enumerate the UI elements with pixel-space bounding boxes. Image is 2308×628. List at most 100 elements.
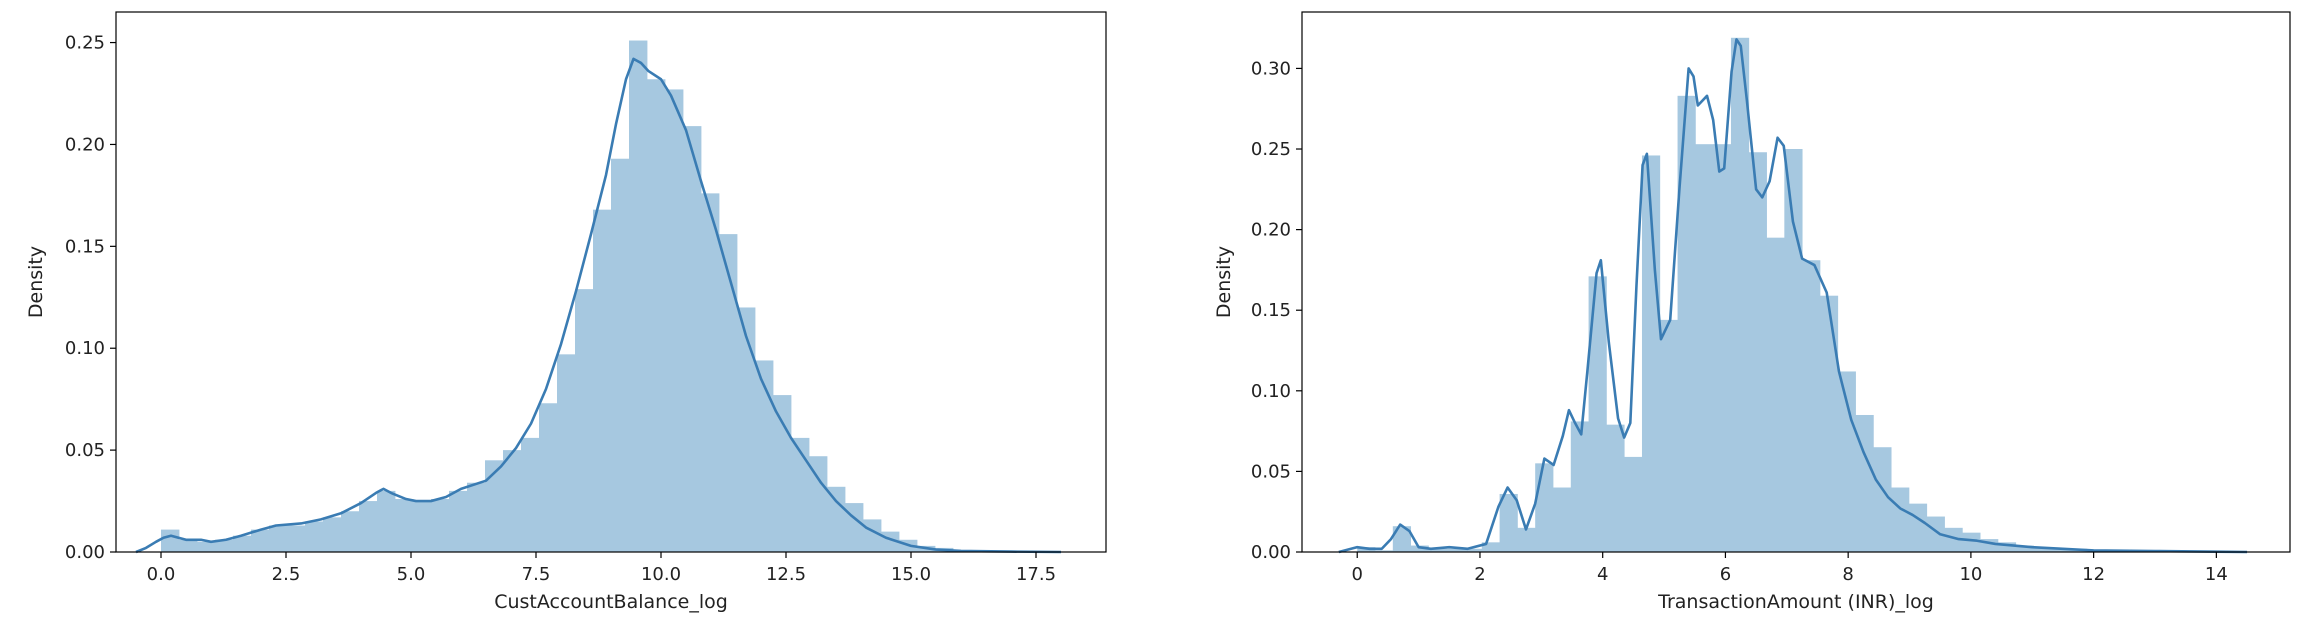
y-tick-label: 0.20 [65,134,105,155]
histogram-bar [287,525,306,552]
histogram-bar [1926,516,1945,552]
histogram-bar [179,539,198,552]
y-tick-label: 0.20 [1251,220,1291,241]
histogram-bar [305,521,324,552]
histogram-bar [485,460,504,552]
histogram-bar [1713,144,1732,552]
x-tick-label: 0 [1352,564,1363,585]
histogram-bar [683,126,702,553]
x-tick-label: 4 [1597,564,1608,585]
histogram-bar [197,541,216,552]
histogram-bar [269,525,288,552]
histogram-bar [863,519,882,552]
histogram-bar [647,79,666,552]
axes-frame [1301,11,2291,553]
histogram-bar [1766,237,1785,553]
histogram-bar [2051,548,2070,552]
y-tick-label: 0.00 [65,542,105,563]
histogram-bar [413,501,432,552]
histogram-bar [1535,463,1554,552]
histogram-bar [1588,276,1607,552]
histogram-bar [1641,155,1661,552]
histogram-bar [1997,542,2017,552]
y-tick-label: 0.25 [65,33,105,54]
histogram-bar [755,360,774,552]
histogram-bar [377,490,396,552]
x-tick-label: 15.0 [891,564,931,585]
y-tick-label: 0.10 [65,338,105,359]
histogram-bar [161,529,180,552]
x-tick-label: 12 [2082,564,2105,585]
histogram-bar [449,490,468,552]
histogram-bar [233,535,252,552]
kde-line [135,57,1062,554]
histogram-bar [2033,547,2052,552]
histogram-bar [1730,37,1750,553]
histogram-bar [1392,526,1412,552]
histogram-bar [1570,421,1589,552]
histogram-bar [1410,545,1429,552]
histogram-bar [1552,487,1572,552]
histogram-bar [1659,319,1678,552]
histogram-bar [1375,550,1394,552]
x-tick-label: 10.0 [641,564,681,585]
histogram-bar [1784,149,1803,552]
histogram-bar [1802,260,1821,552]
x-axis-label: TransactionAmount (INR)_log [1657,591,1934,613]
histogram-bar [557,354,576,552]
histogram-bar [1677,95,1696,552]
right-chart-panel: 0 2 4 6 8 10 12 14 0.00 0.05 0.10 0.15 0.20 0.25 0.30 T… [1213,11,2291,613]
histogram-bar [665,89,684,553]
histogram-bar [341,511,360,552]
histogram-bar [1695,144,1714,552]
histogram-bar [1464,548,1483,552]
histogram-bar [521,437,540,552]
histogram-bar [467,482,486,552]
x-tick-label: 7.5 [522,564,551,585]
histogram-bar [1873,447,1892,552]
x-tick-label: 12.5 [766,564,806,585]
histogram-bar [1944,527,1963,552]
histogram-bar [1428,548,1447,552]
histogram-bar [359,501,378,552]
y-tick-label: 0.05 [1251,461,1291,482]
y-tick-label: 0.30 [1251,58,1291,79]
histogram-bar [1499,493,1518,552]
histogram-bar [2015,545,2034,552]
histogram-bar [1624,456,1643,552]
x-tick-label: 2 [1474,564,1485,585]
histogram-bar [737,307,756,552]
x-tick-label: 8 [1842,564,1853,585]
histogram-bar [539,403,558,552]
left-chart-panel: 0.0 2.5 5.0 7.5 10.0 12.5 15.0 17.5 0.00 0.05 0.10… [25,11,1107,613]
histogram-bar [827,486,846,552]
histogram-bar [701,193,720,553]
y-tick-label: 0.05 [65,440,105,461]
histogram-bar [1606,424,1625,552]
x-axis-label: CustAccountBalance_log [494,591,728,613]
x-tick-label: 14 [2205,564,2228,585]
y-tick-label: 0.25 [1251,139,1291,160]
x-tick-label: 5.0 [397,564,426,585]
histogram-bar [1962,532,1981,552]
histogram-bar [215,539,234,552]
histogram-bar [575,289,594,552]
axes-frame [115,11,1107,553]
histogram-bar [845,503,864,552]
histogram-bar [719,234,738,553]
y-axis-label: Density [1213,246,1235,318]
histogram-bar [251,529,270,552]
histogram-bar [1908,503,1928,552]
histogram-bar [1446,548,1465,552]
x-tick-label: 10 [1959,564,1982,585]
x-tick-label: 17.5 [1016,564,1056,585]
histogram-bar [1481,542,1500,552]
histogram-bar [323,517,342,552]
histogram-bar [611,158,630,552]
histogram-bar [431,499,450,552]
y-axis-label: Density [25,246,47,318]
histogram-bar [629,40,648,552]
histogram-bar [395,499,414,552]
x-tick-label: 2.5 [272,564,301,585]
